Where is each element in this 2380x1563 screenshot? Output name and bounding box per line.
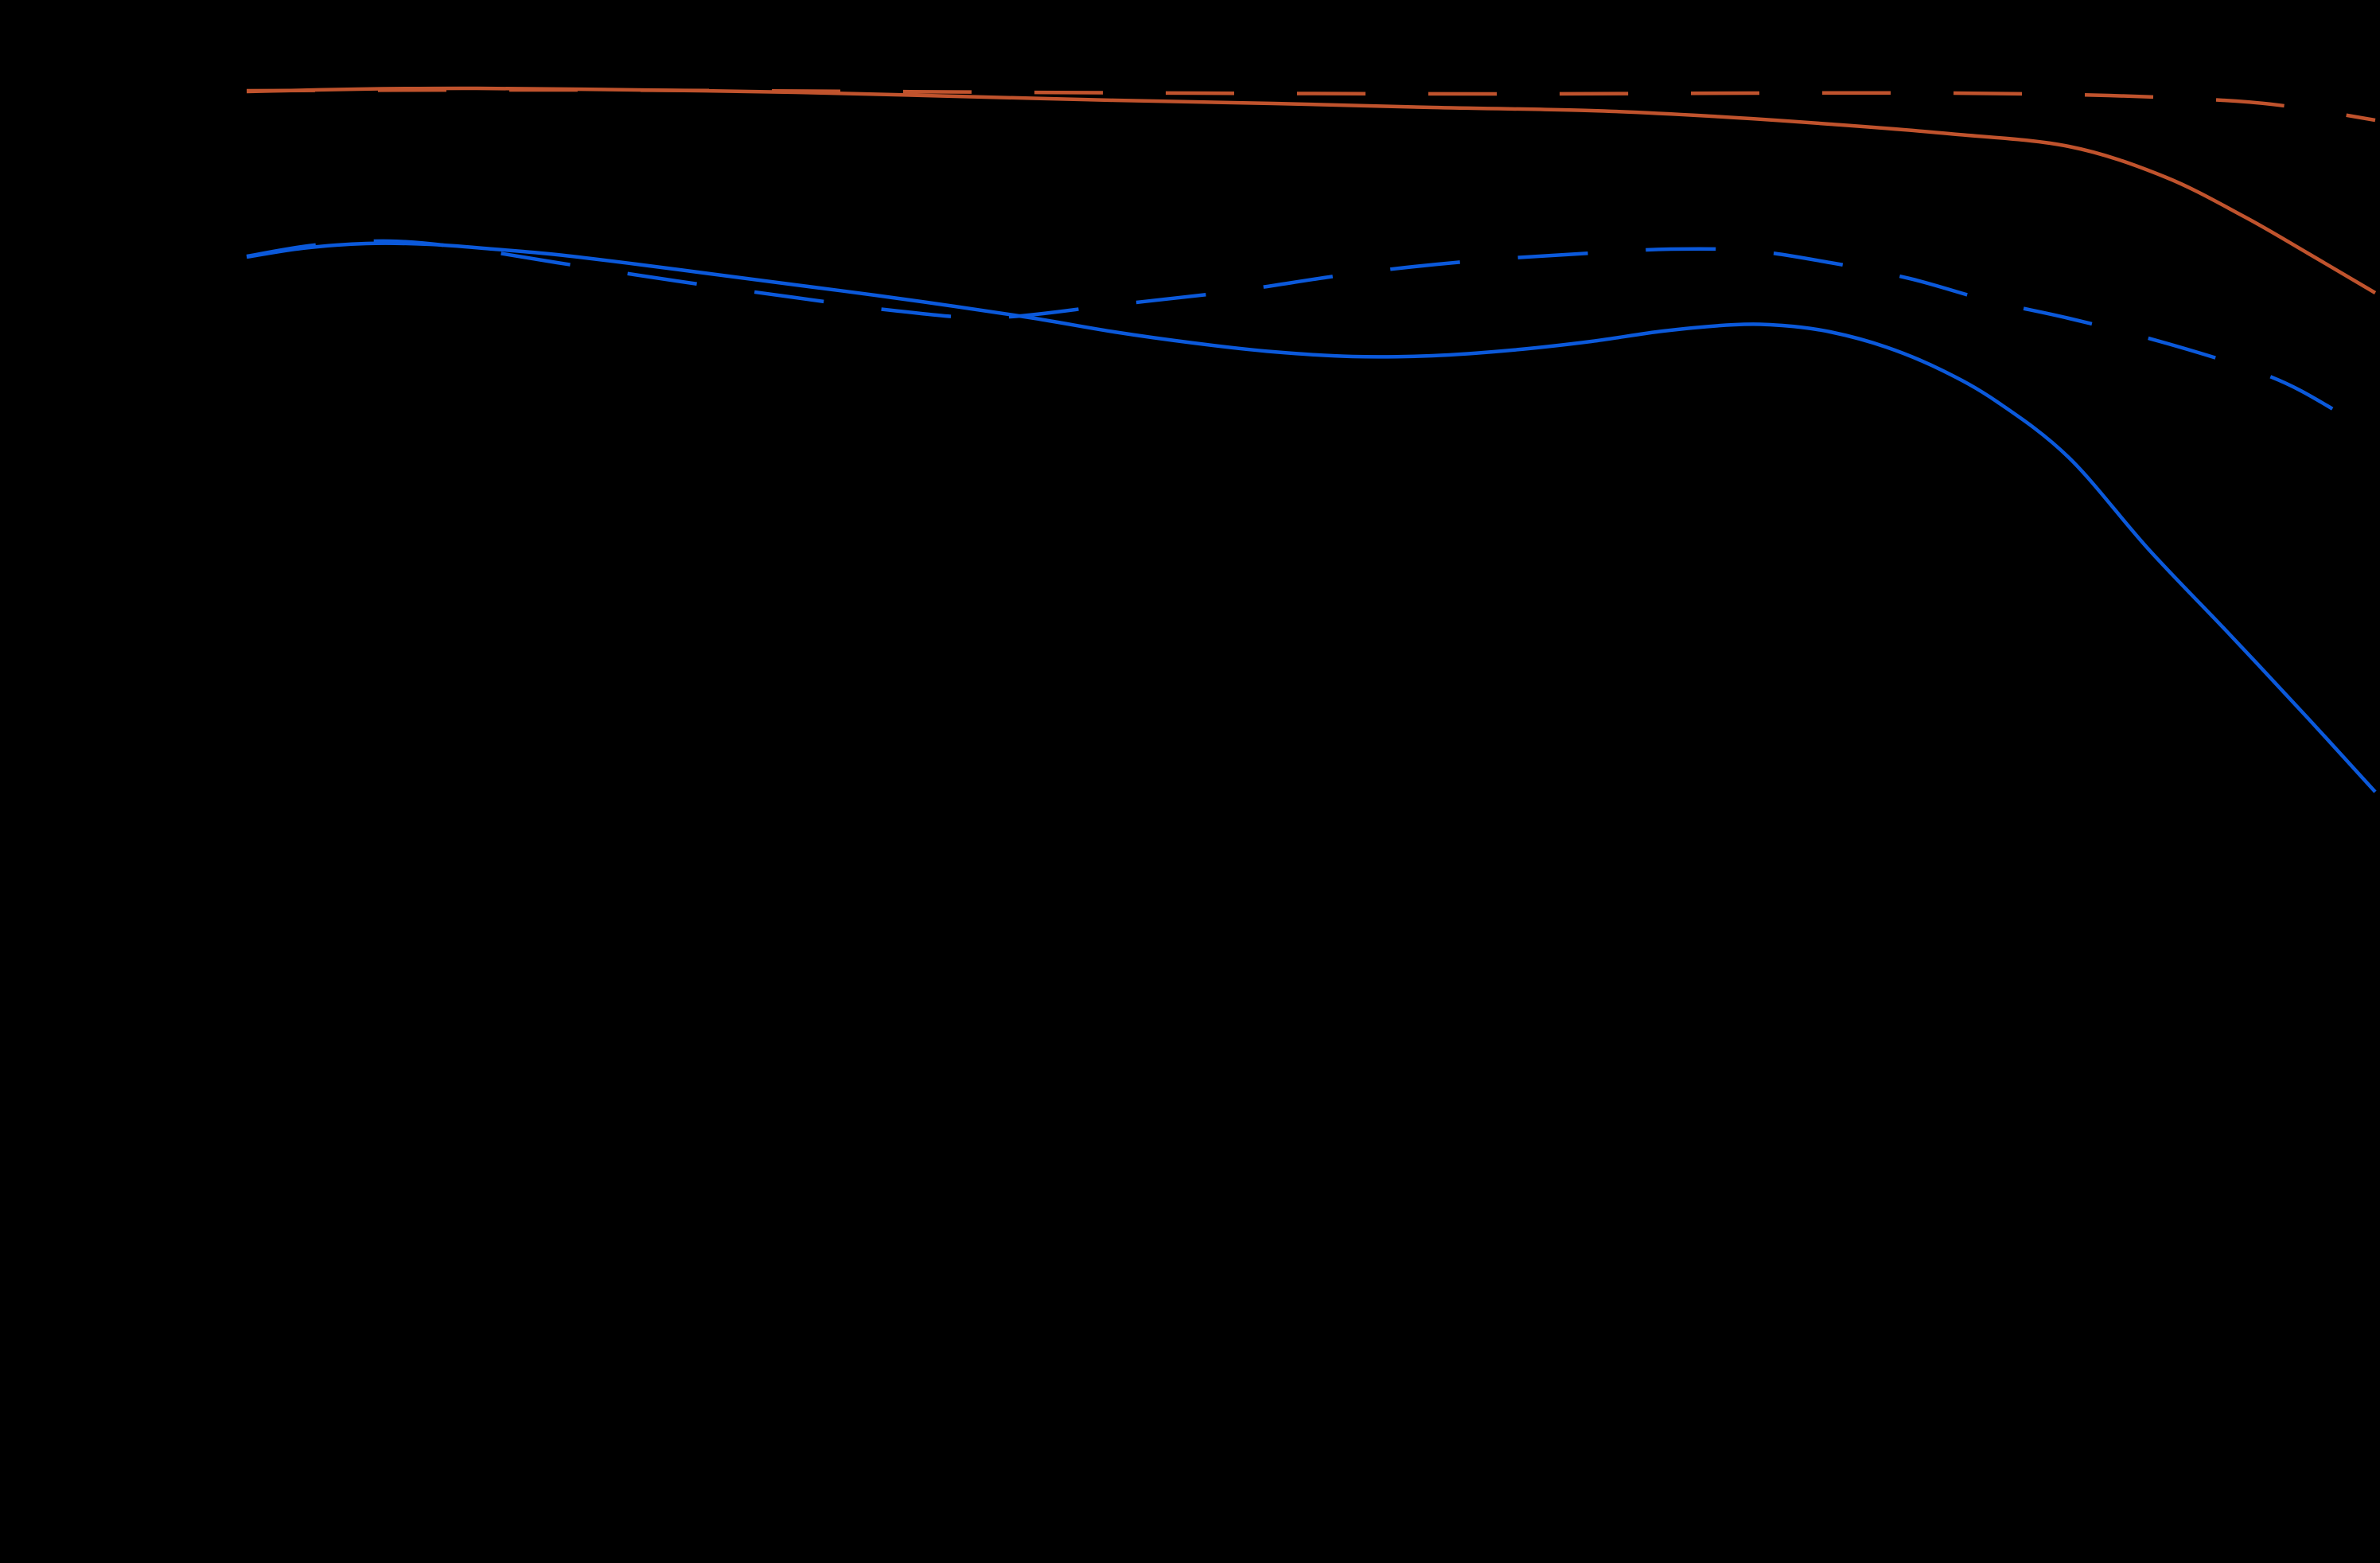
series-line-orange-dashed xyxy=(246,88,2376,123)
series-line-orange-solid xyxy=(246,86,2377,294)
series-line-blue-dashed xyxy=(246,239,2369,435)
series-line-blue-solid xyxy=(246,241,2377,793)
